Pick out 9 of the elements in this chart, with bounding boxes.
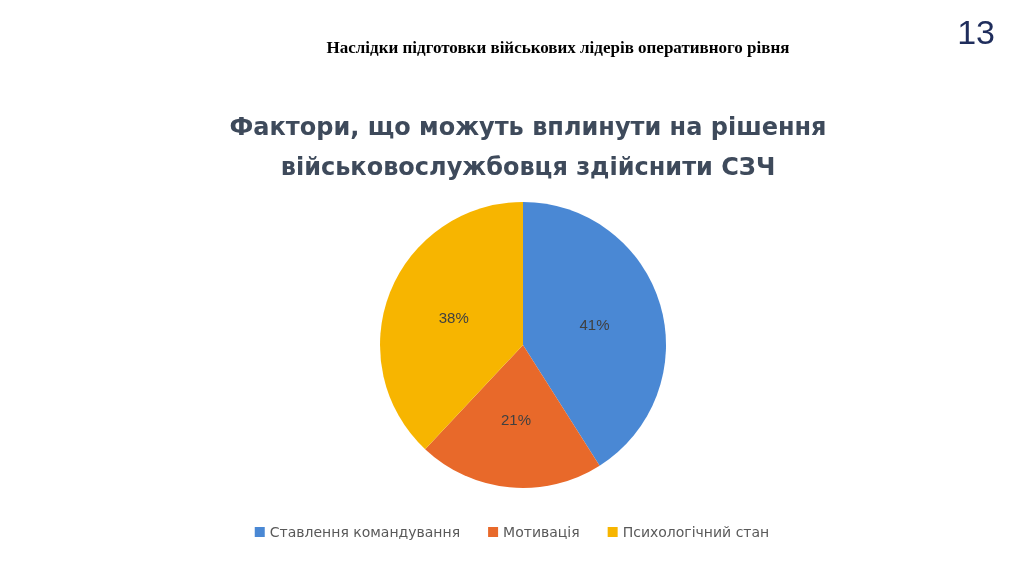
legend-label: Ставлення командування [269, 524, 461, 540]
chart-title: Наслідки підготовки військових лідерів оперативного рівня [326, 38, 790, 57]
text: 13 [957, 13, 996, 51]
chart-subtitle: Фактори, що можуть вплинути на рішення військовослужбовця здійснити СЗЧ [229, 113, 827, 181]
data-label: 21% [500, 410, 531, 428]
legend-label: Мотивація [503, 524, 580, 540]
legend-label: Психологічний стан [622, 524, 770, 540]
data-label: 41% [579, 315, 610, 333]
data-label: 38% [438, 309, 469, 327]
